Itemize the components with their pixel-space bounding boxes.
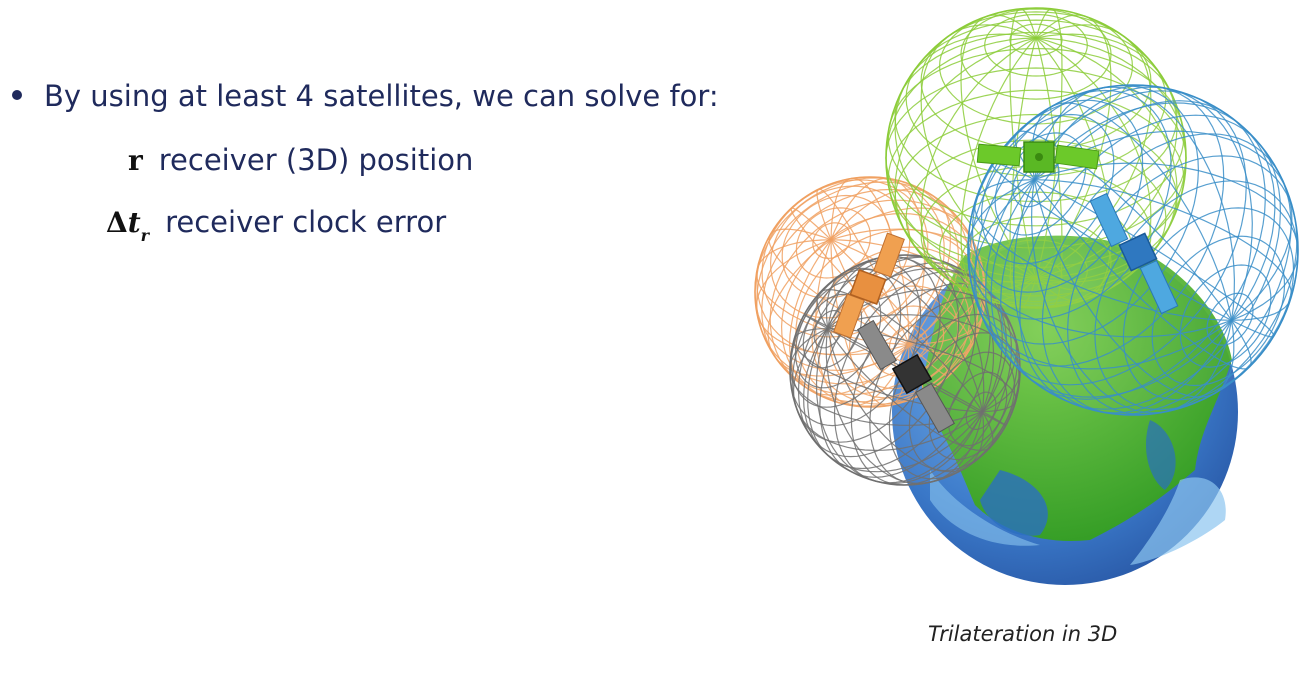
blue-longitude-line — [1031, 102, 1233, 321]
orange-longitude-line — [830, 188, 952, 345]
item-clock-error: Δtr receiver clock error — [106, 202, 446, 254]
orange-longitude-line — [830, 177, 926, 345]
delta-symbol: Δ — [106, 206, 128, 239]
clock-error-symbol: Δtr — [106, 203, 149, 254]
green-longitude-line — [1009, 8, 1037, 279]
item-text: receiver (3D) position — [158, 143, 474, 177]
green-longitude-line — [960, 37, 1037, 302]
item-receiver-position: r receiver (3D) position — [128, 140, 473, 181]
gray-longitude-line — [802, 328, 983, 473]
orange-longitude-line — [830, 177, 910, 345]
green-longitude-line — [920, 37, 1037, 292]
blue-longitude-line — [1034, 179, 1252, 370]
blue-longitude-line — [1034, 102, 1276, 321]
blue-longitude-line — [967, 179, 1232, 338]
green-longitude-line — [1035, 37, 1063, 308]
satellite-green — [976, 141, 1100, 173]
blue-longitude-line — [1033, 179, 1235, 398]
blue-longitude-line — [1034, 130, 1293, 321]
gray-longitude-line — [827, 255, 985, 412]
green-longitude-line — [1035, 24, 1152, 279]
green-longitude-line — [1035, 37, 1178, 283]
blue-longitude-line — [990, 179, 1232, 398]
green-longitude-line — [885, 37, 1037, 279]
green-longitude-line — [1035, 8, 1063, 279]
r-subscript: r — [140, 225, 150, 245]
satellite-orange — [833, 232, 905, 339]
green-longitude-line — [1035, 37, 1187, 279]
trilateration-figure — [754, 7, 1299, 585]
gray-longitude-line — [827, 328, 994, 452]
green-longitude-line — [920, 24, 1037, 279]
bullet-text: By using at least 4 satellites, we can s… — [44, 79, 719, 113]
orange-longitude-line — [816, 188, 910, 345]
gray-longitude-line — [815, 328, 983, 485]
blue-longitude-line — [1030, 179, 1233, 414]
satellite-gray — [857, 319, 955, 434]
blue-longitude-line — [1033, 86, 1236, 321]
green-longitude-line — [894, 37, 1037, 283]
blue-longitude-line — [1033, 86, 1253, 321]
blue-longitude-line — [974, 179, 1232, 321]
figure-caption: Trilateration in 3D — [928, 622, 1118, 646]
green-longitude-line — [1035, 33, 1178, 279]
blue-longitude-line — [1034, 179, 1292, 321]
gray-longitude-line — [789, 328, 983, 426]
gray-longitude-line — [827, 328, 985, 473]
item-text: receiver clock error — [165, 205, 447, 239]
blue-longitude-line — [1013, 179, 1233, 414]
green-longitude-line — [894, 33, 1037, 279]
bullet-dot-icon — [12, 90, 22, 100]
satellite-blue — [1089, 192, 1179, 315]
blue-longitude-line — [1034, 162, 1299, 321]
bullet-point: By using at least 4 satellites, we can s… — [12, 74, 719, 118]
gray-longitude-line — [792, 328, 983, 452]
gray-longitude-line — [825, 328, 983, 485]
green-longitude-line — [1035, 37, 1152, 292]
t-symbol: t — [127, 206, 141, 239]
position-symbol: r — [128, 144, 143, 177]
blue-longitude-line — [973, 179, 1232, 370]
